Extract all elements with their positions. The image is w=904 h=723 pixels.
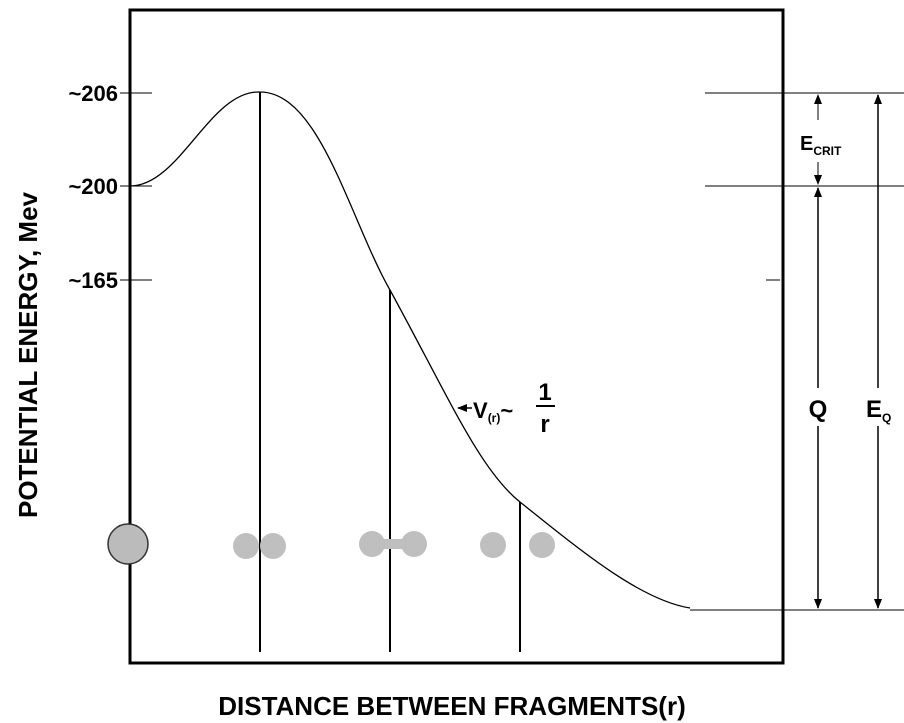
level-label: ~200 bbox=[68, 174, 118, 199]
potential-curve bbox=[129, 91, 691, 609]
label-backdrop bbox=[864, 388, 894, 426]
e-q-label: EQ bbox=[866, 396, 891, 425]
fraction-numerator: 1 bbox=[538, 379, 551, 406]
y-axis-title: POTENTIAL ENERGY, Mev bbox=[13, 191, 43, 518]
q-label: Q bbox=[809, 396, 828, 423]
fraction-denominator: r bbox=[540, 411, 549, 438]
fragment bbox=[260, 533, 286, 559]
plot-frame bbox=[128, 8, 785, 665]
nucleus bbox=[107, 523, 149, 565]
label-backdrop bbox=[800, 120, 850, 162]
potential-label: V(r)~ bbox=[473, 398, 513, 425]
fragment bbox=[233, 533, 259, 559]
level-label: ~206 bbox=[68, 81, 118, 106]
neck bbox=[380, 539, 404, 549]
level-label: ~165 bbox=[68, 268, 118, 293]
e-crit-label: ECRIT bbox=[800, 133, 842, 158]
fragment bbox=[529, 532, 555, 558]
x-axis-title: DISTANCE BETWEEN FRAGMENTS(r) bbox=[218, 691, 686, 721]
fragment bbox=[359, 531, 385, 557]
fragment bbox=[401, 531, 427, 557]
label-backdrop bbox=[805, 388, 831, 426]
fragment bbox=[480, 532, 506, 558]
